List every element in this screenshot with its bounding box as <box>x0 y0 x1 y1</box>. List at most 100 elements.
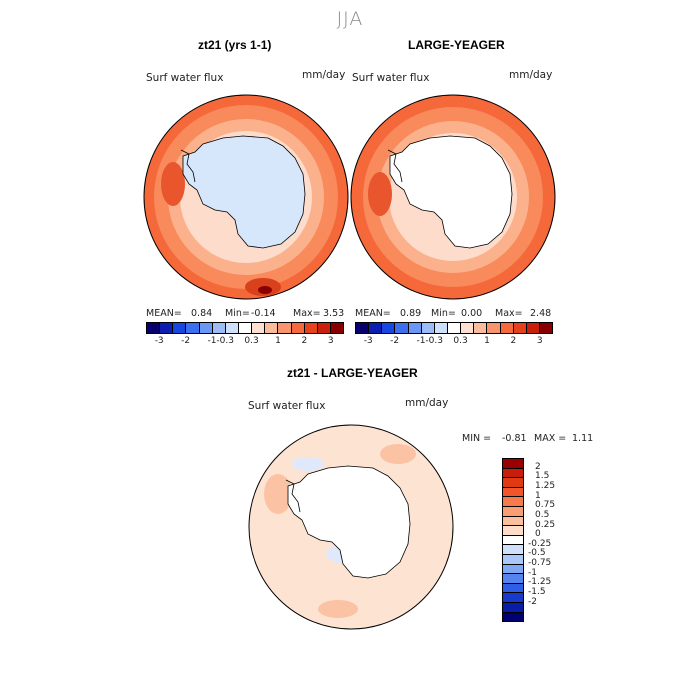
colorbar-swatch <box>395 323 409 333</box>
colorbar-swatch <box>503 574 523 584</box>
colorbar-tick-label: 0.3 <box>453 336 468 346</box>
colorbar-swatch <box>487 323 501 333</box>
left-min-value: -0.14 <box>251 308 276 319</box>
colorbar-swatch <box>503 487 523 498</box>
colorbar-tick-label: -2 <box>390 336 400 346</box>
colorbar-tick-label: 1.5 <box>535 471 550 482</box>
colorbar-tick-label: -2 <box>528 596 537 607</box>
left-units-label: mm/day <box>302 69 346 81</box>
colorbar-swatch <box>160 323 174 333</box>
colorbar-swatch <box>503 516 523 527</box>
left-panel-title: zt21 (yrs 1-1) <box>198 38 272 52</box>
colorbar-tick-label: 2 <box>510 336 517 346</box>
colorbar-swatch <box>278 323 292 333</box>
right-panel-title: LARGE-YEAGER <box>408 38 505 52</box>
colorbar-tick-label: -0.3 <box>216 336 234 346</box>
colorbar-swatch <box>503 602 523 613</box>
colorbar-swatch <box>503 506 523 517</box>
colorbar-swatch <box>147 323 161 333</box>
colorbar-tick-label: 2 <box>535 461 541 472</box>
right-units-label: mm/day <box>509 69 553 81</box>
colorbar-tick-label: -3 <box>154 336 164 346</box>
left-colorbar <box>146 322 344 334</box>
colorbar-swatch <box>461 323 475 333</box>
colorbar-swatch <box>503 612 523 622</box>
colorbar-tick-label: 1 <box>535 490 541 501</box>
right-mean-value: 0.89 <box>400 308 422 319</box>
left-polar-map <box>143 94 349 300</box>
colorbar-tick-label: -3 <box>363 336 373 346</box>
colorbar-swatch <box>434 323 448 333</box>
diff-min-label: MIN = <box>462 433 492 444</box>
colorbar-swatch <box>474 323 488 333</box>
colorbar-tick-label: 2 <box>301 336 308 346</box>
colorbar-tick-label: -0.75 <box>528 558 552 569</box>
colorbar-swatch <box>526 323 540 333</box>
colorbar-swatch <box>252 323 266 333</box>
diff-min-value: -0.81 <box>502 433 527 444</box>
colorbar-tick-label: 0.75 <box>535 500 556 511</box>
colorbar-swatch <box>503 545 523 555</box>
right-field-label: Surf water flux <box>352 72 430 84</box>
colorbar-swatch <box>356 323 370 333</box>
colorbar-swatch <box>317 323 331 333</box>
colorbar-swatch <box>330 323 344 333</box>
colorbar-swatch <box>173 323 187 333</box>
colorbar-swatch <box>304 323 318 333</box>
colorbar-tick-label: 1.25 <box>535 480 556 491</box>
left-min-label: Min= <box>225 308 250 319</box>
left-max-label: Max= <box>293 308 321 319</box>
colorbar-swatch <box>513 323 527 333</box>
colorbar-swatch <box>382 323 396 333</box>
diff-colorbar <box>502 458 524 622</box>
colorbar-tick-label: 0.3 <box>244 336 259 346</box>
colorbar-swatch <box>225 323 239 333</box>
colorbar-swatch <box>408 323 422 333</box>
colorbar-tick-label: 1 <box>484 336 490 346</box>
diff-panel-title: zt21 - LARGE-YEAGER <box>287 366 418 380</box>
right-max-label: Max= <box>495 308 523 319</box>
colorbar-tick-label: -0.25 <box>528 538 552 549</box>
colorbar-tick-label: 0.25 <box>535 519 556 530</box>
right-max-value: 2.48 <box>530 308 552 319</box>
colorbar-tick-label: -1 <box>416 336 426 346</box>
colorbar-tick-label: -0.5 <box>528 548 546 559</box>
left-field-label: Surf water flux <box>146 72 224 84</box>
colorbar-tick-label: -0.3 <box>425 336 443 346</box>
colorbar-tick-label: -1 <box>207 336 217 346</box>
left-mean-label: MEAN= <box>146 308 182 319</box>
colorbar-swatch <box>503 583 523 594</box>
colorbar-tick-label: 0 <box>535 529 541 540</box>
left-mean-value: 0.84 <box>191 308 213 319</box>
diff-units-label: mm/day <box>405 397 449 409</box>
colorbar-swatch <box>199 323 213 333</box>
right-min-value: 0.00 <box>461 308 483 319</box>
colorbar-swatch <box>503 535 523 546</box>
colorbar-swatch <box>503 593 523 603</box>
colorbar-swatch <box>503 497 523 507</box>
colorbar-tick-label: -1 <box>528 567 537 578</box>
colorbar-swatch <box>291 323 305 333</box>
diff-field-label: Surf water flux <box>248 400 326 412</box>
colorbar-tick-label: 1 <box>275 336 281 346</box>
diff-max-label: MAX = <box>534 433 567 444</box>
colorbar-tick-label: -1.25 <box>528 577 552 588</box>
diff-polar-map <box>248 424 454 630</box>
colorbar-tick-label: 0.5 <box>535 509 550 520</box>
colorbar-swatch <box>421 323 435 333</box>
colorbar-swatch <box>503 526 523 536</box>
colorbar-tick-label: -2 <box>181 336 191 346</box>
colorbar-swatch <box>186 323 200 333</box>
colorbar-swatch <box>500 323 514 333</box>
colorbar-swatch <box>503 468 523 479</box>
colorbar-swatch <box>503 554 523 565</box>
colorbar-swatch <box>447 323 462 333</box>
colorbar-swatch <box>238 323 253 333</box>
left-max-value: 3.53 <box>323 308 345 319</box>
colorbar-swatch <box>369 323 383 333</box>
diff-max-value: 1.11 <box>572 433 594 444</box>
right-colorbar <box>355 322 553 334</box>
colorbar-swatch <box>503 478 523 488</box>
colorbar-swatch <box>503 459 523 469</box>
colorbar-swatch <box>539 323 553 333</box>
